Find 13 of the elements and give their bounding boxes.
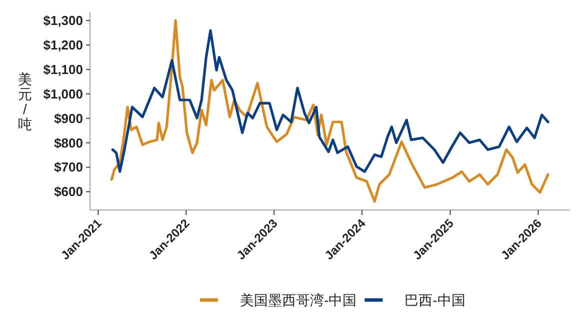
legend-label: 巴西-中国 bbox=[404, 292, 466, 308]
y-axis-title: 美元/吨 bbox=[18, 71, 32, 132]
legend-label: 美国墨西哥湾-中国 bbox=[240, 292, 357, 308]
y-tick-label: $900 bbox=[54, 110, 83, 126]
y-tick-label: $800 bbox=[54, 135, 83, 150]
y-tick-label: $1,200 bbox=[43, 38, 83, 52]
y-tick-label: $700 bbox=[54, 160, 83, 175]
line-series bbox=[111, 29, 550, 173]
y-tick-label: $1,300 bbox=[43, 13, 83, 28]
y-tick-label: $600 bbox=[54, 184, 83, 200]
line-series bbox=[110, 19, 550, 203]
y-tick-label: $1,100 bbox=[43, 62, 83, 77]
y-tick-label: $1,000 bbox=[43, 86, 83, 102]
